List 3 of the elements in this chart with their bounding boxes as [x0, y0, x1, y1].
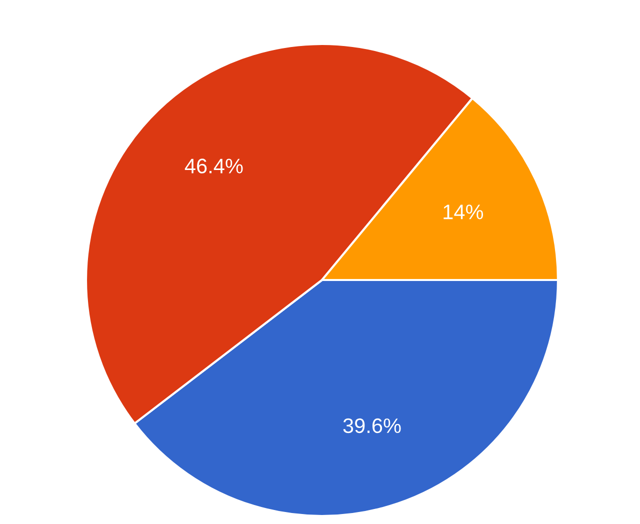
data-label: 39.6%: [343, 418, 401, 434]
data-label: 46.4%: [184, 158, 243, 174]
data-label: 14%: [444, 204, 484, 220]
